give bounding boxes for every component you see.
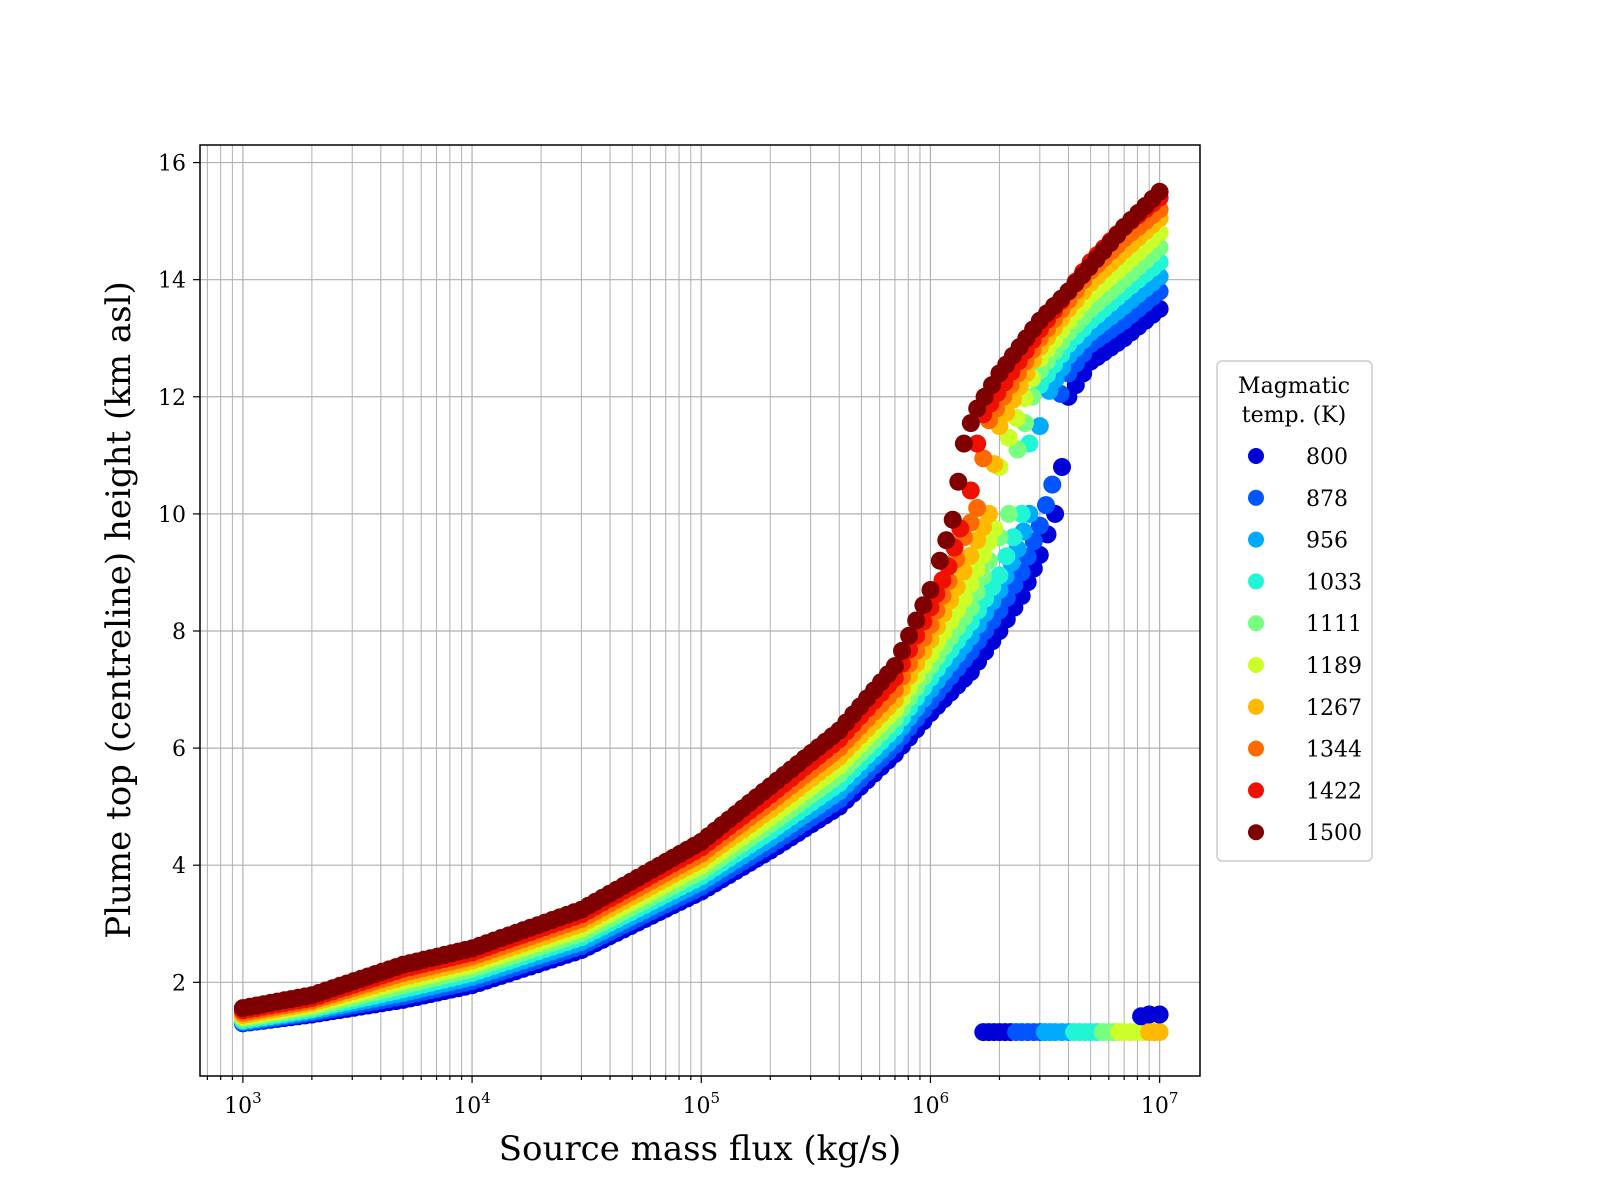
legend-marker: [1248, 657, 1264, 673]
data-point: [921, 581, 940, 599]
data-point: [1043, 475, 1062, 494]
data-point: [968, 434, 987, 453]
legend-title-line-2: temp. (K): [1242, 403, 1346, 428]
data-point: [961, 414, 980, 433]
data-point: [893, 641, 911, 660]
data-point: [961, 546, 980, 565]
grid: [200, 145, 1200, 1076]
y-tick-label: 14: [158, 269, 186, 294]
data-point: [968, 499, 987, 517]
legend-marker: [1248, 782, 1264, 799]
data-point: [961, 481, 980, 500]
data-point: [1004, 528, 1023, 547]
y-tick-label: 10: [158, 503, 186, 528]
data-point: [997, 547, 1016, 566]
legend-label: 1033: [1306, 570, 1362, 595]
legend-label: 1267: [1306, 696, 1362, 721]
data-point: [885, 657, 904, 676]
legend-label: 956: [1306, 529, 1348, 554]
legend-marker: [1248, 448, 1264, 464]
legend-box: [1216, 360, 1373, 862]
y-tick-label: 6: [172, 737, 186, 762]
legend-label: 800: [1306, 445, 1348, 470]
legend-title-line-1: Magmatic: [1238, 374, 1350, 399]
legend-items: 800 878 956 1033 1111 1189 1267 1344 1422 1500: [1248, 445, 1362, 846]
legend-label: 1344: [1306, 738, 1362, 763]
legend: Magmatic temp. (K) 800 878 956 1033 1111 1189…: [1216, 360, 1373, 862]
data-point: [943, 510, 962, 529]
data-point: [914, 596, 933, 615]
legend-label: 1422: [1306, 779, 1362, 804]
data-point: [1012, 504, 1031, 523]
plot-frame: [199, 144, 1201, 1077]
data-point: [974, 449, 993, 468]
legend-marker: [1248, 615, 1264, 632]
data-point: [999, 504, 1018, 523]
legend-label: 1189: [1306, 654, 1362, 679]
legend-marker: [1248, 698, 1264, 715]
legend-label: 1500: [1306, 821, 1362, 846]
data-point: [1150, 1005, 1169, 1024]
data-point: [1150, 182, 1169, 201]
data-point: [930, 551, 949, 570]
legend-marker: [1248, 740, 1264, 757]
y-tick-label: 4: [172, 854, 186, 879]
y-tick-label: 8: [172, 620, 186, 645]
lower-branch: [974, 1005, 1169, 1042]
data-point: [933, 571, 952, 590]
data-point: [1053, 458, 1071, 476]
data-point: [1150, 1023, 1169, 1042]
series-1500: [233, 182, 1169, 1018]
data-point: [949, 472, 968, 491]
legend-marker: [1248, 531, 1264, 548]
data-point: [967, 560, 986, 579]
data-point: [900, 626, 919, 645]
data-point: [990, 566, 1009, 585]
data-point: [907, 611, 926, 630]
x-tick-label: 104: [453, 1089, 491, 1119]
data-point: [1030, 516, 1049, 535]
y-axis-title: Plume top (centreline) height (km asl): [99, 281, 139, 939]
legend-marker: [1248, 573, 1264, 590]
legend-label: 1111: [1306, 612, 1362, 637]
data-point: [954, 434, 973, 453]
y-tick-label: 2: [172, 971, 186, 996]
data-point: [1030, 417, 1049, 436]
plot-data: [233, 182, 1169, 1042]
y-tick-label: 12: [158, 386, 186, 411]
legend-marker: [1248, 489, 1264, 506]
legend-marker: [1248, 824, 1264, 841]
data-point: [1037, 496, 1055, 515]
legend-label: 878: [1306, 487, 1348, 512]
data-point: [937, 531, 956, 550]
x-axis-title: Source mass flux (kg/s): [499, 1129, 901, 1169]
y-tick-label: 16: [158, 152, 186, 177]
